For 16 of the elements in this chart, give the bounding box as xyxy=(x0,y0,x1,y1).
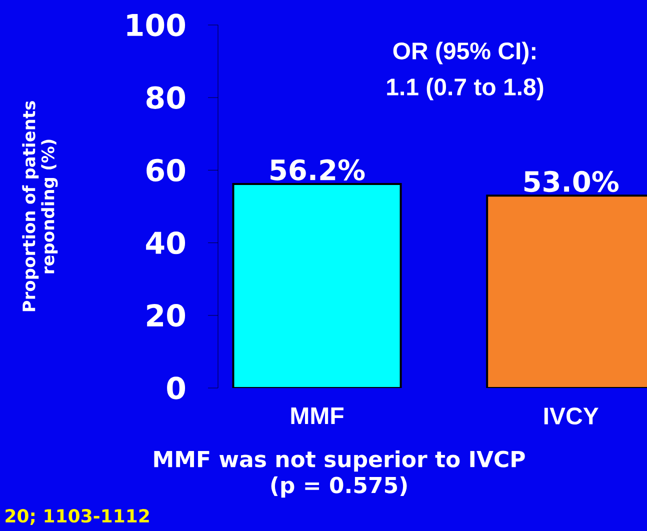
y-tick-label: 100 xyxy=(127,14,186,36)
y-tick-label: 80 xyxy=(146,86,186,109)
data-label: 56.2% xyxy=(270,159,365,180)
text: 20; 1103-1112 xyxy=(6,509,149,525)
annotation: 1.1 (0.7 to 1.8) xyxy=(387,78,544,100)
y-tick-label: 60 xyxy=(146,158,186,182)
y-axis-title: Proportion of patients reponding (%) xyxy=(22,101,58,312)
y-tick-label: 0 xyxy=(167,376,186,400)
x-tick-label: IVCY xyxy=(544,408,598,425)
y-tick-label: 40 xyxy=(146,231,186,254)
x-tick-label: MMF xyxy=(291,408,344,424)
y-tick-label: 20 xyxy=(147,304,186,327)
annotation: OR (95% CI): xyxy=(393,42,536,64)
text: MMF was not superior to IVCP xyxy=(154,450,525,472)
data-label: 53.0% xyxy=(524,170,619,192)
text: (p = 0.575) xyxy=(271,476,407,498)
